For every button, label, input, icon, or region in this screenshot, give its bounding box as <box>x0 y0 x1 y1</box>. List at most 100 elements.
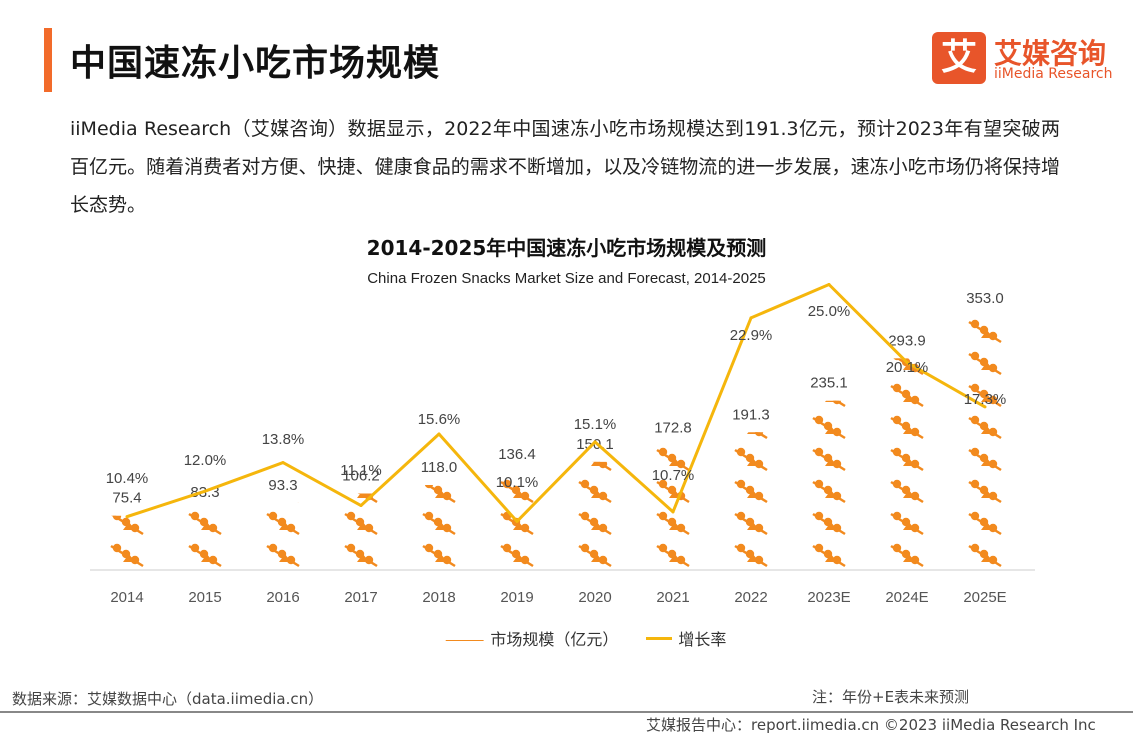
skewer-tip <box>903 426 915 434</box>
growth-rate-label: 20.1% <box>886 359 929 376</box>
x-tick-label: 2018 <box>422 589 455 606</box>
skewer-icon <box>968 511 1002 536</box>
skewer-tip <box>747 458 759 466</box>
skewer-icon <box>501 416 533 438</box>
skewer-icon <box>656 511 690 536</box>
skewer-tip <box>123 554 135 562</box>
skewer-ball <box>814 543 824 553</box>
skewer-icon <box>812 415 846 440</box>
x-tick-label: 2022 <box>734 589 767 606</box>
skewer-tip <box>747 394 759 402</box>
title-accent-bar <box>44 28 52 92</box>
skewer-icon <box>890 511 924 536</box>
growth-rate-label: 25.0% <box>808 303 851 320</box>
skewer-tip <box>903 458 915 466</box>
skewer-ball <box>286 555 296 565</box>
skewer-tip <box>747 490 759 498</box>
skewer-ball <box>832 555 842 565</box>
skewer-ball <box>893 320 901 328</box>
bar-value-label: 150.1 <box>576 436 614 453</box>
skewer-ball <box>970 351 980 361</box>
skewer-ball <box>988 459 998 469</box>
skewer-tip <box>825 554 837 562</box>
skewer-icon <box>734 479 768 504</box>
logo-en-text: iiMedia Research <box>994 66 1113 82</box>
skewer-ball <box>892 383 902 393</box>
growth-rate-label: 10.7% <box>652 467 695 484</box>
skewer-ball <box>347 448 355 456</box>
skewer-icon <box>656 447 690 472</box>
growth-rate-line <box>126 283 986 523</box>
skewer-tip <box>201 554 213 562</box>
legend-item-line: 增长率 <box>646 626 726 650</box>
skewer-ball <box>580 479 590 489</box>
growth-rate-point <box>515 519 519 523</box>
bar-2021 <box>656 447 690 568</box>
page-title: 中国速冻小吃市场规模 <box>70 43 441 84</box>
skewer-icon <box>968 447 1002 472</box>
skewer-icon <box>734 511 768 536</box>
skewer-tip <box>825 362 837 370</box>
growth-rate-label: 15.6% <box>418 411 461 428</box>
footer-divider <box>0 711 1133 713</box>
skewer-ball <box>598 555 608 565</box>
skewer-icon <box>890 447 924 472</box>
skewer-ball <box>988 363 998 373</box>
growth-rate-label: 17.3% <box>964 391 1007 408</box>
skewer-tip <box>591 461 603 466</box>
skewer-ball <box>442 555 452 565</box>
skewer-ball <box>364 555 374 565</box>
skewer-tip <box>513 522 525 530</box>
skewer-ball <box>970 383 980 393</box>
skewer-ball <box>970 415 980 425</box>
skewer-ball <box>520 523 530 533</box>
bar-value-label: 235.1 <box>810 375 848 392</box>
skewer-tip <box>669 458 681 466</box>
skewer-tip <box>747 522 759 530</box>
skewer-ball <box>442 523 452 533</box>
skewer-icon <box>968 383 1002 408</box>
skewer-ball <box>746 390 754 398</box>
skewer-ball <box>424 543 434 553</box>
skewer-ball <box>268 511 278 521</box>
skewer-icon <box>813 352 845 374</box>
skewer-tip <box>981 394 993 402</box>
skewer-ball <box>520 491 530 501</box>
skewer-tip <box>747 554 759 562</box>
skewer-tip <box>435 522 447 530</box>
chart-subtitle: China Frozen Snacks Market Size and Fore… <box>367 270 766 287</box>
skewer-ball <box>970 319 980 329</box>
growth-rate-label: 10.4% <box>106 470 149 487</box>
skewer-ball <box>112 515 122 521</box>
bar-2017 <box>344 448 378 568</box>
skewer-ball <box>676 523 686 533</box>
skewer-icon <box>111 515 144 536</box>
legend-bar-label: 市场规模（亿元） <box>490 630 619 649</box>
skewer-icon <box>734 447 768 472</box>
growth-rate-point <box>749 316 753 320</box>
bar-value-label: 136.4 <box>498 446 536 463</box>
skewer-ball <box>892 479 902 489</box>
skewer-ball <box>988 331 998 341</box>
growth-rate-point <box>671 510 675 514</box>
skewer-icon <box>890 543 924 568</box>
skewer-icon <box>890 415 924 440</box>
skewer-tip <box>825 490 837 498</box>
skewer-ball <box>190 543 200 553</box>
x-tick-label: 2017 <box>344 589 377 606</box>
skewer-ball <box>580 543 590 553</box>
skewer-tip <box>357 493 369 498</box>
logo-cn-text: 艾媒咨询 <box>994 37 1107 70</box>
growth-rate-label: 15.1% <box>574 416 617 433</box>
skewer-tip <box>825 458 837 466</box>
skewer-tip <box>591 522 603 530</box>
skewer-tip <box>825 400 837 402</box>
skewer-icon <box>812 511 846 536</box>
skewer-ball <box>346 543 356 553</box>
bar-value-label: 75.4 <box>112 490 141 507</box>
skewer-tip <box>591 490 603 498</box>
skewer-ball <box>346 511 356 521</box>
skewer-icon <box>578 511 612 536</box>
skewer-icon <box>422 511 456 536</box>
skewer-ball <box>442 491 452 501</box>
